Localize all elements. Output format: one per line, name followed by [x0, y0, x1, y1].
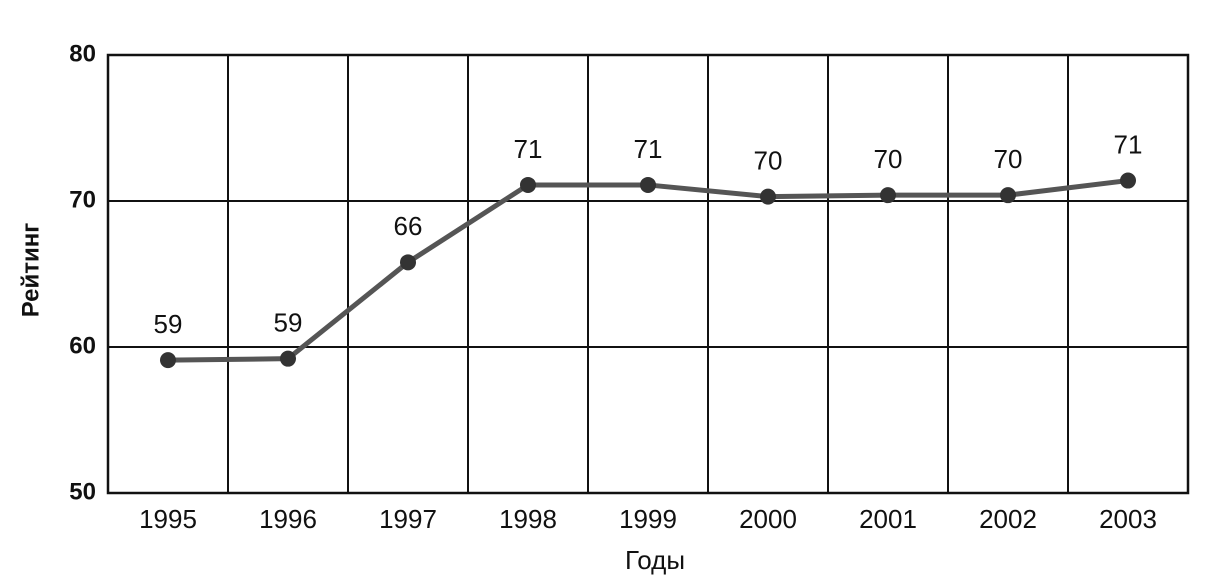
x-tick-label: 2003 — [1099, 504, 1157, 534]
y-tick-label: 70 — [69, 186, 96, 213]
data-label: 59 — [154, 309, 183, 339]
data-label: 71 — [634, 134, 663, 164]
y-tick-label: 60 — [69, 332, 96, 359]
data-point — [280, 350, 296, 367]
data-point — [1120, 172, 1136, 189]
x-tick-label: 2000 — [739, 504, 797, 534]
data-point — [1000, 187, 1016, 204]
data-point — [520, 176, 536, 193]
data-label: 70 — [994, 144, 1023, 174]
plot-frame — [106, 53, 1190, 495]
y-tick-label: 80 — [69, 40, 96, 67]
x-tick-label: 1996 — [259, 504, 317, 534]
x-tick-label: 2002 — [979, 504, 1037, 534]
x-axis-title: Годы — [625, 545, 685, 575]
data-point — [640, 176, 656, 193]
data-point — [400, 254, 416, 271]
x-tick-label: 1998 — [499, 504, 557, 534]
data-point — [880, 187, 896, 204]
data-label: 71 — [514, 134, 543, 164]
data-point — [160, 352, 176, 369]
data-label: 59 — [274, 308, 303, 338]
x-tick-label: 2001 — [859, 504, 917, 534]
x-tick-label: 1997 — [379, 504, 437, 534]
series-line — [167, 178, 1129, 363]
x-tick-label: 1999 — [619, 504, 677, 534]
y-axis-title: Рейтинг — [17, 223, 44, 318]
data-label: 70 — [874, 144, 903, 174]
data-label: 66 — [394, 211, 423, 241]
x-tick-label: 1995 — [139, 504, 197, 534]
data-label: 70 — [754, 145, 783, 175]
data-label: 71 — [1114, 129, 1143, 159]
data-point — [760, 188, 776, 205]
y-tick-label: 50 — [69, 478, 96, 505]
